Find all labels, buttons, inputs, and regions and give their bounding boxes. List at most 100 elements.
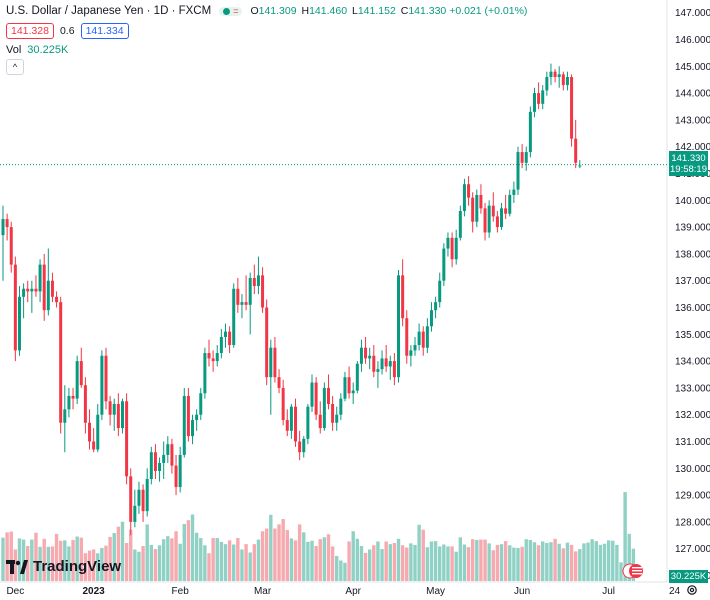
candle[interactable] xyxy=(314,382,318,415)
candle[interactable] xyxy=(38,264,42,292)
candle[interactable] xyxy=(302,438,306,453)
candle[interactable] xyxy=(417,331,421,346)
candle[interactable] xyxy=(83,385,87,423)
candle[interactable] xyxy=(256,275,260,287)
candle[interactable] xyxy=(565,77,569,86)
candle[interactable] xyxy=(318,414,322,429)
candle[interactable] xyxy=(59,302,63,423)
candle[interactable] xyxy=(17,296,21,351)
candle[interactable] xyxy=(380,358,384,370)
candle[interactable] xyxy=(446,237,450,249)
candle[interactable] xyxy=(343,377,347,399)
us-flag-icon[interactable] xyxy=(622,563,646,579)
candle[interactable] xyxy=(442,248,446,281)
candle[interactable] xyxy=(429,310,433,327)
candle[interactable] xyxy=(22,288,26,297)
candle[interactable] xyxy=(500,208,504,228)
candle[interactable] xyxy=(570,77,574,139)
candle[interactable] xyxy=(75,361,79,399)
candle[interactable] xyxy=(129,476,133,522)
candle[interactable] xyxy=(174,465,178,488)
candle[interactable] xyxy=(186,395,190,437)
candle[interactable] xyxy=(339,398,343,415)
candle[interactable] xyxy=(137,489,141,506)
candle[interactable] xyxy=(149,452,153,480)
candle[interactable] xyxy=(252,278,256,287)
tradingview-logo[interactable]: TradingView xyxy=(6,558,121,575)
candle[interactable] xyxy=(462,184,466,212)
candle[interactable] xyxy=(55,296,59,303)
candle[interactable] xyxy=(541,90,545,104)
candle[interactable] xyxy=(88,422,92,442)
candle[interactable] xyxy=(438,280,442,303)
candle[interactable] xyxy=(537,93,541,104)
candle[interactable] xyxy=(306,406,310,439)
candle[interactable] xyxy=(219,336,223,354)
candle[interactable] xyxy=(120,401,124,429)
candle[interactable] xyxy=(228,331,232,346)
candle[interactable] xyxy=(405,318,409,356)
candle[interactable] xyxy=(116,403,120,429)
candle[interactable] xyxy=(532,93,536,112)
candle[interactable] xyxy=(166,444,170,455)
candle[interactable] xyxy=(294,406,298,442)
candle[interactable] xyxy=(232,288,236,346)
candle[interactable] xyxy=(553,71,557,78)
candle[interactable] xyxy=(401,275,405,319)
candle[interactable] xyxy=(199,393,203,415)
candle[interactable] xyxy=(495,216,499,228)
candle[interactable] xyxy=(425,326,429,348)
candle[interactable] xyxy=(359,347,363,364)
candle[interactable] xyxy=(281,387,285,421)
candle[interactable] xyxy=(549,71,553,78)
candle[interactable] xyxy=(261,275,265,308)
candle[interactable] xyxy=(13,264,17,351)
candle[interactable] xyxy=(475,194,479,222)
candle[interactable] xyxy=(285,420,289,431)
candle[interactable] xyxy=(215,353,219,362)
candle[interactable] xyxy=(248,278,252,305)
candle[interactable] xyxy=(269,347,273,378)
candle[interactable] xyxy=(392,361,396,378)
candle[interactable] xyxy=(178,454,182,488)
candle[interactable] xyxy=(1,219,5,236)
candle[interactable] xyxy=(265,307,269,378)
candle[interactable] xyxy=(322,387,326,429)
candle[interactable] xyxy=(96,414,100,450)
candle[interactable] xyxy=(162,454,166,463)
candle[interactable] xyxy=(409,350,413,356)
candle[interactable] xyxy=(434,302,438,311)
candle[interactable] xyxy=(326,387,330,404)
candle[interactable] xyxy=(574,138,578,163)
candle[interactable] xyxy=(100,355,104,415)
candle[interactable] xyxy=(277,377,281,388)
candle[interactable] xyxy=(454,237,458,260)
candle[interactable] xyxy=(236,288,240,305)
candle[interactable] xyxy=(413,345,417,351)
candle[interactable] xyxy=(528,111,532,153)
candle[interactable] xyxy=(471,197,475,222)
candle[interactable] xyxy=(240,302,244,305)
candle[interactable] xyxy=(30,288,34,292)
candle[interactable] xyxy=(421,331,425,348)
candle[interactable] xyxy=(79,361,83,386)
candle[interactable] xyxy=(158,462,162,471)
candle[interactable] xyxy=(467,184,471,198)
candle[interactable] xyxy=(104,355,108,402)
candle[interactable] xyxy=(63,409,67,423)
candle[interactable] xyxy=(520,152,524,163)
sell-price-button[interactable]: 141.328 xyxy=(6,23,54,39)
candle[interactable] xyxy=(141,489,145,512)
candle[interactable] xyxy=(578,165,582,167)
candle[interactable] xyxy=(273,347,277,378)
candle[interactable] xyxy=(50,280,54,297)
candle[interactable] xyxy=(479,194,483,209)
candle[interactable] xyxy=(524,152,528,163)
candle[interactable] xyxy=(133,505,137,522)
candle[interactable] xyxy=(34,288,38,292)
candle[interactable] xyxy=(384,358,388,367)
candle[interactable] xyxy=(335,414,339,423)
candle[interactable] xyxy=(108,401,112,415)
market-status-pill[interactable]: = xyxy=(219,6,243,16)
